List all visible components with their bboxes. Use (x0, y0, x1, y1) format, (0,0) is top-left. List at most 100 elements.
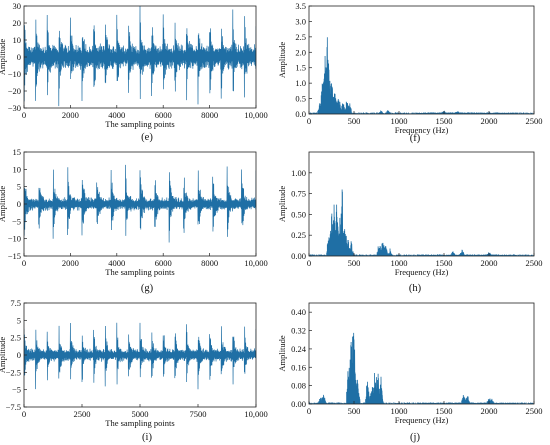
x-tick-label: 8000 (201, 258, 218, 268)
x-tick-label: 2000 (62, 110, 79, 120)
y-tick-label: 0.40 (291, 307, 306, 317)
signal-line (24, 6, 256, 107)
x-tick-label: 1500 (436, 116, 453, 126)
panel-label: (e) (141, 132, 153, 143)
x-tick-label: 0 (22, 110, 26, 120)
y-tick-label: 20 (13, 18, 22, 28)
y-tick-label: 0.25 (291, 230, 306, 240)
plot-area (24, 6, 256, 107)
x-tick-label: 2000 (481, 116, 498, 126)
chart-panel-4: 0.00 0.25 0.50 0.75 1.00 0 500 1000 1500 2000 2500… (277, 151, 543, 294)
y-axis-label: Amplitude (0, 39, 7, 76)
y-tick-label: −20 (8, 86, 21, 96)
y-tick-label: 0 (17, 350, 21, 360)
y-tick-label: 3.0 (295, 16, 306, 26)
x-tick-label: 5000 (132, 409, 149, 419)
x-tick-label: 2000 (481, 258, 498, 268)
signal-line (24, 322, 256, 390)
x-tick-label: 0 (307, 116, 311, 126)
x-tick-label: 500 (348, 258, 361, 268)
y-tick-label: −7.5 (6, 402, 21, 412)
panel-label: (g) (141, 283, 154, 294)
y-tick-label: 0.16 (291, 362, 306, 372)
plot-area (24, 322, 256, 390)
x-tick-label: 2500 (74, 409, 91, 419)
plot-area (309, 189, 534, 256)
x-tick-label: 10,000 (244, 409, 267, 419)
y-axis-label: Amplitude (0, 186, 7, 223)
x-tick-label: 500 (348, 116, 361, 126)
x-tick-label: 6000 (155, 110, 172, 120)
panel-label: (i) (142, 432, 152, 443)
y-tick-label: −5 (12, 216, 21, 226)
axes-frame (308, 302, 535, 405)
axes-frame (308, 151, 535, 257)
y-tick-label: 3.5 (295, 1, 306, 11)
x-tick-label: 2500 (526, 258, 543, 268)
x-tick-label: 1000 (391, 258, 408, 268)
y-tick-label: 0.32 (291, 326, 306, 336)
x-tick-label: 500 (348, 406, 361, 416)
y-tick-label: 7.5 (10, 298, 21, 308)
y-tick-label: −10 (8, 69, 21, 79)
y-tick-label: −5 (12, 385, 21, 395)
x-tick-label: 4000 (108, 110, 125, 120)
x-axis-label: Frequency (Hz) (395, 267, 449, 277)
y-tick-label: 1.0 (295, 78, 306, 88)
y-tick-label: 0.08 (291, 381, 306, 391)
y-tick-label: 1.00 (291, 168, 306, 178)
y-tick-label: 2.0 (295, 47, 306, 57)
x-tick-label: 0 (22, 258, 26, 268)
x-tick-label: 10,000 (244, 110, 267, 120)
y-tick-label: −10 (8, 234, 21, 244)
x-tick-label: 0 (22, 409, 26, 419)
spectrum-line (309, 332, 534, 404)
y-tick-label: −15 (8, 251, 21, 261)
y-tick-label: 0.75 (291, 189, 306, 199)
y-tick-label: 15 (13, 147, 22, 157)
plot-area (309, 37, 534, 114)
x-axis-label: Frequency (Hz) (395, 415, 449, 425)
chart-panel-5: −7.5 −5 −2.5 0 2.5 5 7.5 0 2500 5000 7500 10,000 The… (0, 298, 268, 443)
chart-panel-3: −15 −10 −5 0 5 10 15 0 2000 4000 6000 8000 10,000 The… (0, 147, 268, 294)
panel-label: (h) (409, 283, 422, 294)
y-tick-label: 0.0 (295, 109, 306, 119)
spectrum-line (309, 189, 534, 256)
y-tick-label: 30 (13, 1, 22, 11)
y-tick-label: 0 (17, 52, 21, 62)
y-axis-label: Amplitude (277, 335, 287, 372)
plot-area (24, 164, 256, 243)
x-tick-label: 8000 (201, 110, 218, 120)
x-axis-label: Frequency (Hz) (395, 125, 449, 135)
x-tick-label: 10,000 (244, 258, 267, 268)
x-tick-label: 4000 (108, 258, 125, 268)
y-tick-label: 10 (13, 164, 22, 174)
y-tick-label: 0.50 (291, 209, 306, 219)
x-tick-label: 2000 (62, 258, 79, 268)
x-tick-label: 2500 (526, 116, 543, 126)
y-tick-label: 0.00 (291, 399, 306, 409)
plot-area (309, 332, 534, 404)
y-tick-label: 0.5 (295, 94, 306, 104)
spectrum-line (309, 37, 534, 114)
y-tick-label: 2.5 (10, 333, 21, 343)
y-tick-label: 2.5 (295, 32, 306, 42)
y-tick-label: 0.00 (291, 251, 306, 261)
x-tick-label: 1000 (391, 406, 408, 416)
x-tick-label: 1500 (436, 258, 453, 268)
y-axis-label: Amplitude (277, 186, 287, 223)
y-tick-label: 5 (17, 182, 21, 192)
x-tick-label: 0 (307, 258, 311, 268)
x-tick-label: 2000 (481, 406, 498, 416)
chart-panel-1: −30 −20 −10 0 10 20 30 0 2000 4000 6000 8000 10,000 T… (0, 1, 268, 143)
axes-frame (308, 5, 535, 115)
y-tick-label: 0.24 (291, 344, 307, 354)
x-tick-label: 0 (307, 406, 311, 416)
y-tick-label: 0 (17, 199, 21, 209)
y-tick-label: −2.5 (6, 367, 21, 377)
y-tick-label: 5 (17, 315, 21, 325)
y-tick-label: 1.5 (295, 63, 306, 73)
panel-label: (j) (410, 432, 420, 443)
x-tick-label: 1500 (436, 406, 453, 416)
